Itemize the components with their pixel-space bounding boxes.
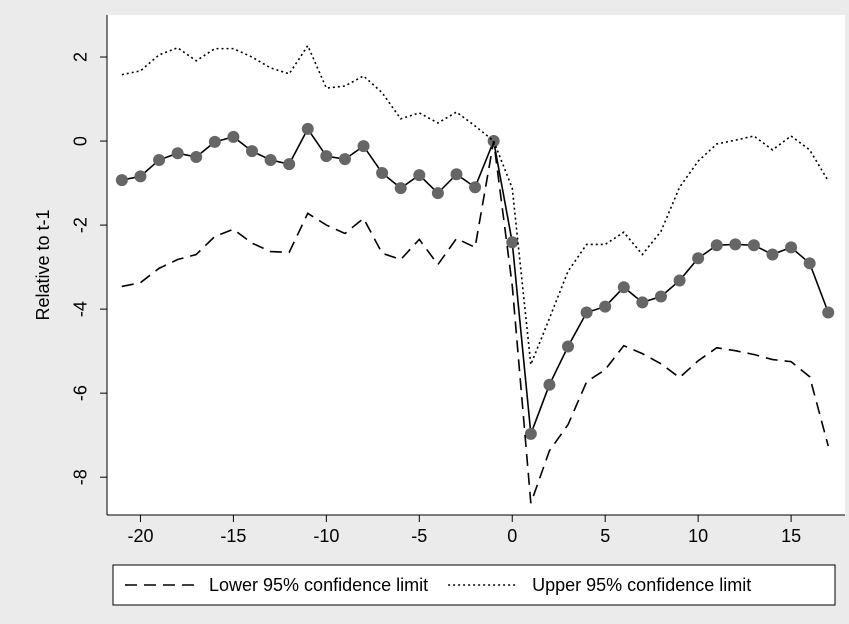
point-marker <box>264 153 277 166</box>
point-marker <box>710 239 723 252</box>
point-marker <box>822 306 835 319</box>
point-marker <box>190 151 203 164</box>
point-marker <box>153 153 166 166</box>
y-tick-label: 2 <box>71 52 91 62</box>
x-tick-label: 5 <box>600 526 610 546</box>
point-marker <box>394 182 407 195</box>
point-marker <box>766 248 779 261</box>
point-marker <box>617 281 630 294</box>
point-marker <box>301 122 314 135</box>
y-axis-title: Relative to t-1 <box>33 209 53 320</box>
point-marker <box>245 145 258 158</box>
point-marker <box>562 340 575 353</box>
x-tick-label: 15 <box>781 526 801 546</box>
point-marker <box>580 306 593 319</box>
plot-area <box>107 15 845 515</box>
y-tick-label: -2 <box>71 217 91 233</box>
point-marker <box>338 153 351 166</box>
point-marker <box>450 168 463 181</box>
point-marker <box>803 257 816 270</box>
y-tick-label: -8 <box>71 469 91 485</box>
y-tick-label: -4 <box>71 301 91 317</box>
point-marker <box>654 290 667 303</box>
point-marker <box>692 252 705 265</box>
point-marker <box>227 130 240 143</box>
series-line <box>121 140 830 504</box>
y-tick-label: -6 <box>71 385 91 401</box>
point-marker <box>171 147 184 160</box>
series-line <box>121 44 829 365</box>
x-tick-label: -5 <box>411 526 427 546</box>
x-tick-label: -20 <box>127 526 153 546</box>
point-marker <box>673 274 686 287</box>
point-marker <box>413 169 426 182</box>
point-marker <box>376 166 389 179</box>
point-marker <box>524 427 537 440</box>
point-marker <box>506 236 519 249</box>
point-marker <box>785 241 798 254</box>
point-marker <box>747 239 760 252</box>
x-tick-label: -10 <box>313 526 339 546</box>
point-marker <box>599 300 612 313</box>
x-tick-label: -15 <box>220 526 246 546</box>
legend-label: Upper 95% confidence limit <box>532 575 751 595</box>
point-marker <box>134 170 147 183</box>
legend-label: Lower 95% confidence limit <box>209 575 428 595</box>
point-marker <box>320 150 333 163</box>
point-marker <box>469 181 482 194</box>
point-marker <box>729 238 742 251</box>
point-marker <box>283 158 296 171</box>
point-marker <box>357 140 370 153</box>
x-tick-label: 10 <box>688 526 708 546</box>
point-marker <box>636 296 649 309</box>
point-marker <box>543 378 556 391</box>
x-tick-label: 0 <box>507 526 517 546</box>
y-tick-label: 0 <box>71 136 91 146</box>
point-marker <box>115 174 128 187</box>
point-marker <box>208 135 221 148</box>
point-marker <box>431 187 444 200</box>
